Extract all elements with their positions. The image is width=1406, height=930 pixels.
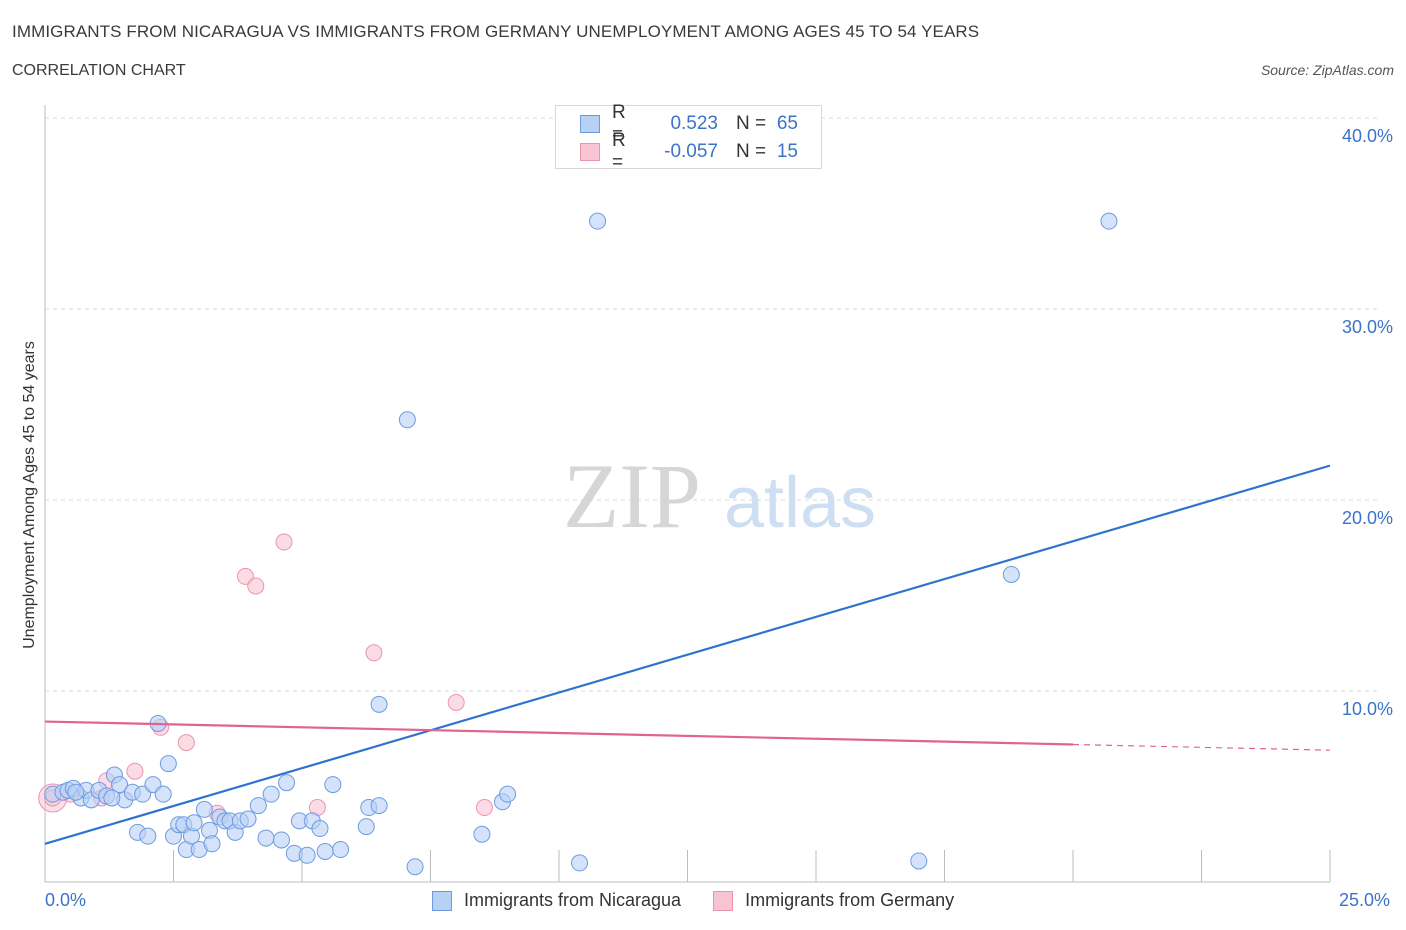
- nicaragua-point: [262, 785, 280, 803]
- nicaragua-point: [499, 785, 517, 803]
- nicaragua-point: [398, 411, 416, 429]
- germany-point: [447, 693, 465, 711]
- legend-label-nicaragua: Immigrants from Nicaragua: [464, 890, 682, 910]
- nicaragua-point: [1100, 212, 1118, 230]
- nicaragua-point: [203, 835, 221, 853]
- watermark-zip: ZIP: [563, 445, 701, 547]
- nicaragua-point: [324, 776, 342, 794]
- nicaragua-point: [589, 212, 607, 230]
- nicaragua-point: [278, 774, 296, 792]
- series-legend: Immigrants from Nicaragua Immigrants fro…: [432, 890, 986, 911]
- germany-point: [475, 799, 493, 817]
- germany-point: [247, 577, 265, 595]
- x-tick-max: 25.0%: [1339, 890, 1391, 910]
- nicaragua-point: [298, 846, 316, 864]
- nicaragua-point: [473, 825, 491, 843]
- nicaragua-point: [103, 789, 121, 807]
- r-label: R =: [612, 102, 626, 145]
- n-value: 15: [776, 141, 798, 162]
- watermark: ZIP atlas: [563, 445, 876, 547]
- nicaragua-point: [159, 755, 177, 773]
- nicaragua-point: [139, 827, 157, 845]
- legend-item-nicaragua[interactable]: Immigrants from Nicaragua: [432, 890, 681, 911]
- nicaragua-point: [111, 776, 129, 794]
- y-tick-label: 20.0%: [1342, 508, 1393, 528]
- y-tick-label: 30.0%: [1342, 317, 1393, 337]
- trend-lines: [44, 464, 1331, 845]
- nicaragua-point: [370, 797, 388, 815]
- x-tick-min: 0.0%: [45, 890, 87, 910]
- legend-label-germany: Immigrants from Germany: [745, 890, 955, 910]
- nicaragua-point: [257, 829, 275, 847]
- nicaragua-series: [44, 212, 1118, 876]
- nicaragua-point: [272, 831, 290, 849]
- r-value: 0.523: [670, 113, 718, 134]
- germany-swatch: [580, 143, 600, 161]
- watermark-atlas: atlas: [724, 463, 876, 543]
- germany-trend-line: [44, 720, 1074, 746]
- nicaragua-point: [67, 783, 85, 801]
- germany-point: [126, 762, 144, 780]
- n-label: N =: [736, 141, 767, 162]
- nicaragua-point: [195, 800, 213, 818]
- y-tick-labels: 10.0% 20.0% 30.0% 40.0%: [1342, 126, 1393, 719]
- source-label: Source: ZipAtlas.com: [1260, 62, 1394, 78]
- n-value: 65: [776, 113, 798, 134]
- r-label: R =: [612, 130, 626, 173]
- nicaragua-point: [406, 858, 424, 876]
- r-value: -0.057: [664, 141, 718, 162]
- legend-item-germany[interactable]: Immigrants from Germany: [713, 890, 954, 911]
- nicaragua-swatch: [580, 115, 600, 133]
- nicaragua-point: [239, 810, 257, 828]
- nicaragua-point: [332, 841, 350, 859]
- grid: [45, 117, 1380, 692]
- chart-subtitle: CORRELATION CHART: [12, 62, 186, 79]
- nicaragua-point: [357, 818, 375, 836]
- n-label: N =: [736, 113, 767, 134]
- y-tick-label: 40.0%: [1342, 126, 1393, 146]
- legend-row-germany: R = -0.057 N = 15: [580, 130, 798, 173]
- germany-point: [365, 644, 383, 662]
- nicaragua-point: [571, 854, 589, 872]
- germany-trend-line-extension: [1072, 743, 1331, 751]
- legend-row-nicaragua: R = 0.523 N = 65: [580, 102, 798, 145]
- nicaragua-point: [311, 820, 329, 838]
- nicaragua-point: [1002, 565, 1020, 583]
- stats-legend: R = 0.523 N = 65 R = -0.057 N = 15: [555, 102, 822, 173]
- nicaragua-trend-line: [44, 464, 1331, 845]
- nicaragua-point: [316, 842, 334, 860]
- nicaragua-point: [185, 814, 203, 832]
- nicaragua-point: [249, 797, 267, 815]
- nicaragua-point: [910, 852, 928, 870]
- germany-legend-swatch: [713, 890, 734, 911]
- germany-point: [177, 734, 195, 752]
- nicaragua-point: [370, 695, 388, 713]
- nicaragua-point: [154, 785, 172, 803]
- y-tick-label: 10.0%: [1342, 699, 1393, 719]
- chart-title: IMMIGRANTS FROM NICARAGUA VS IMMIGRANTS …: [12, 22, 980, 41]
- germany-point: [275, 533, 293, 551]
- nicaragua-legend-swatch: [432, 890, 452, 911]
